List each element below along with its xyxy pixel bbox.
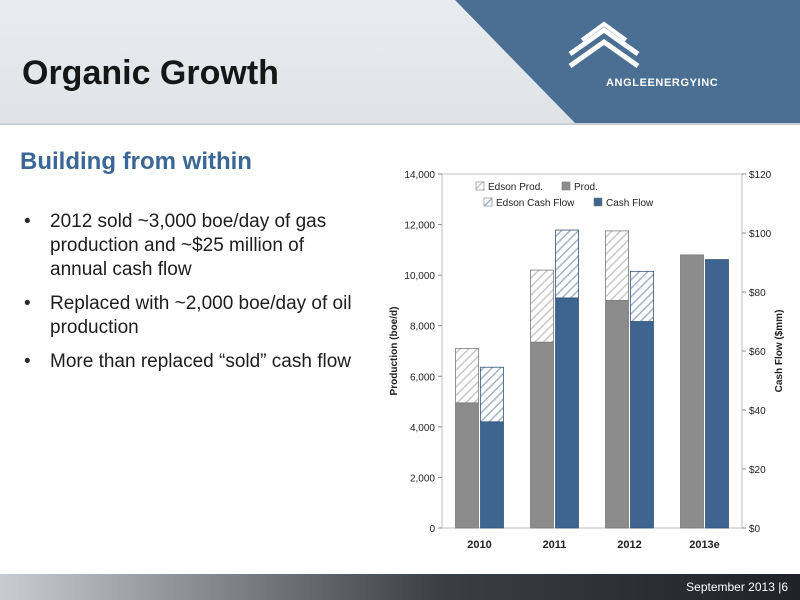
brand-name: ANGLEENERGYINC: [606, 77, 719, 89]
bar-edson-prod-: [455, 348, 479, 404]
bar-edson-prod-: [605, 230, 629, 301]
bar-prod-: [680, 254, 704, 529]
left-tick-label: 10,000: [404, 271, 435, 282]
left-tick-label: 14,000: [404, 170, 435, 181]
x-tick-label: 2011: [543, 539, 567, 551]
legend-swatch: [483, 197, 493, 207]
production-cashflow-chart: 0 2,000 4,000 6,000 8,000 10,000 12,000 14,000 $…: [389, 170, 785, 551]
legend-swatch: [561, 181, 571, 191]
bullet-list: 2012 sold ~3,000 boe/day of gas producti…: [22, 210, 362, 384]
bar-edson-prod-: [530, 269, 554, 343]
left-tick-label: 2,000: [410, 473, 435, 484]
angle-energy-logo-icon: [568, 21, 640, 69]
legend-label: Prod.: [574, 182, 598, 193]
bar-cash-flow: [555, 297, 579, 529]
legend-label: Edson Prod.: [488, 182, 543, 193]
legend-swatch: [593, 197, 603, 207]
bar-prod-: [455, 402, 479, 529]
page-title: Organic Growth: [22, 54, 279, 92]
header-divider: [0, 123, 800, 125]
left-tick-label: 6,000: [410, 372, 435, 383]
x-tick-label: 2012: [617, 539, 641, 551]
x-tick-label: 2010: [467, 539, 491, 551]
left-tick-label: 0: [429, 524, 435, 535]
right-tick-label: $60: [749, 347, 766, 358]
y-axis-label-right: Cash Flow ($mm): [774, 310, 785, 393]
bar-cash-flow: [705, 259, 729, 529]
left-tick-label: 12,000: [404, 221, 435, 232]
bar-cash-flow: [630, 321, 654, 529]
bar-edson-cash-flow: [480, 366, 504, 423]
bullet-item: More than replaced “sold” cash flow: [22, 350, 362, 374]
left-tick-label: 4,000: [410, 423, 435, 434]
bar-edson-cash-flow: [555, 229, 579, 299]
slide-header: ANGLEENERGYINC Organic Growth: [0, 0, 800, 123]
right-tick-label: $100: [749, 229, 772, 240]
right-tick-label: $0: [749, 524, 761, 535]
legend-label: Edson Cash Flow: [496, 198, 575, 209]
section-subtitle: Building from within: [20, 148, 252, 175]
right-tick-label: $40: [749, 406, 766, 417]
slide-footer: September 2013 |6: [0, 574, 800, 600]
right-tick-label: $120: [749, 170, 772, 181]
bar-edson-cash-flow: [630, 270, 654, 322]
x-tick-label: 2013e: [689, 539, 720, 551]
bullet-item: Replaced with ~2,000 boe/day of oil prod…: [22, 292, 362, 340]
right-tick-label: $80: [749, 288, 766, 299]
bar-prod-: [605, 300, 629, 529]
y-axis-label-left: Production (boe/d): [389, 307, 400, 396]
footer-date-page: September 2013 |6: [686, 580, 788, 594]
bar-prod-: [530, 341, 554, 529]
bullet-item: 2012 sold ~3,000 boe/day of gas producti…: [22, 210, 362, 282]
bar-cash-flow: [480, 421, 504, 529]
legend-label: Cash Flow: [606, 198, 654, 209]
right-tick-label: $20: [749, 465, 766, 476]
legend-swatch: [475, 181, 485, 191]
left-tick-label: 8,000: [410, 322, 435, 333]
